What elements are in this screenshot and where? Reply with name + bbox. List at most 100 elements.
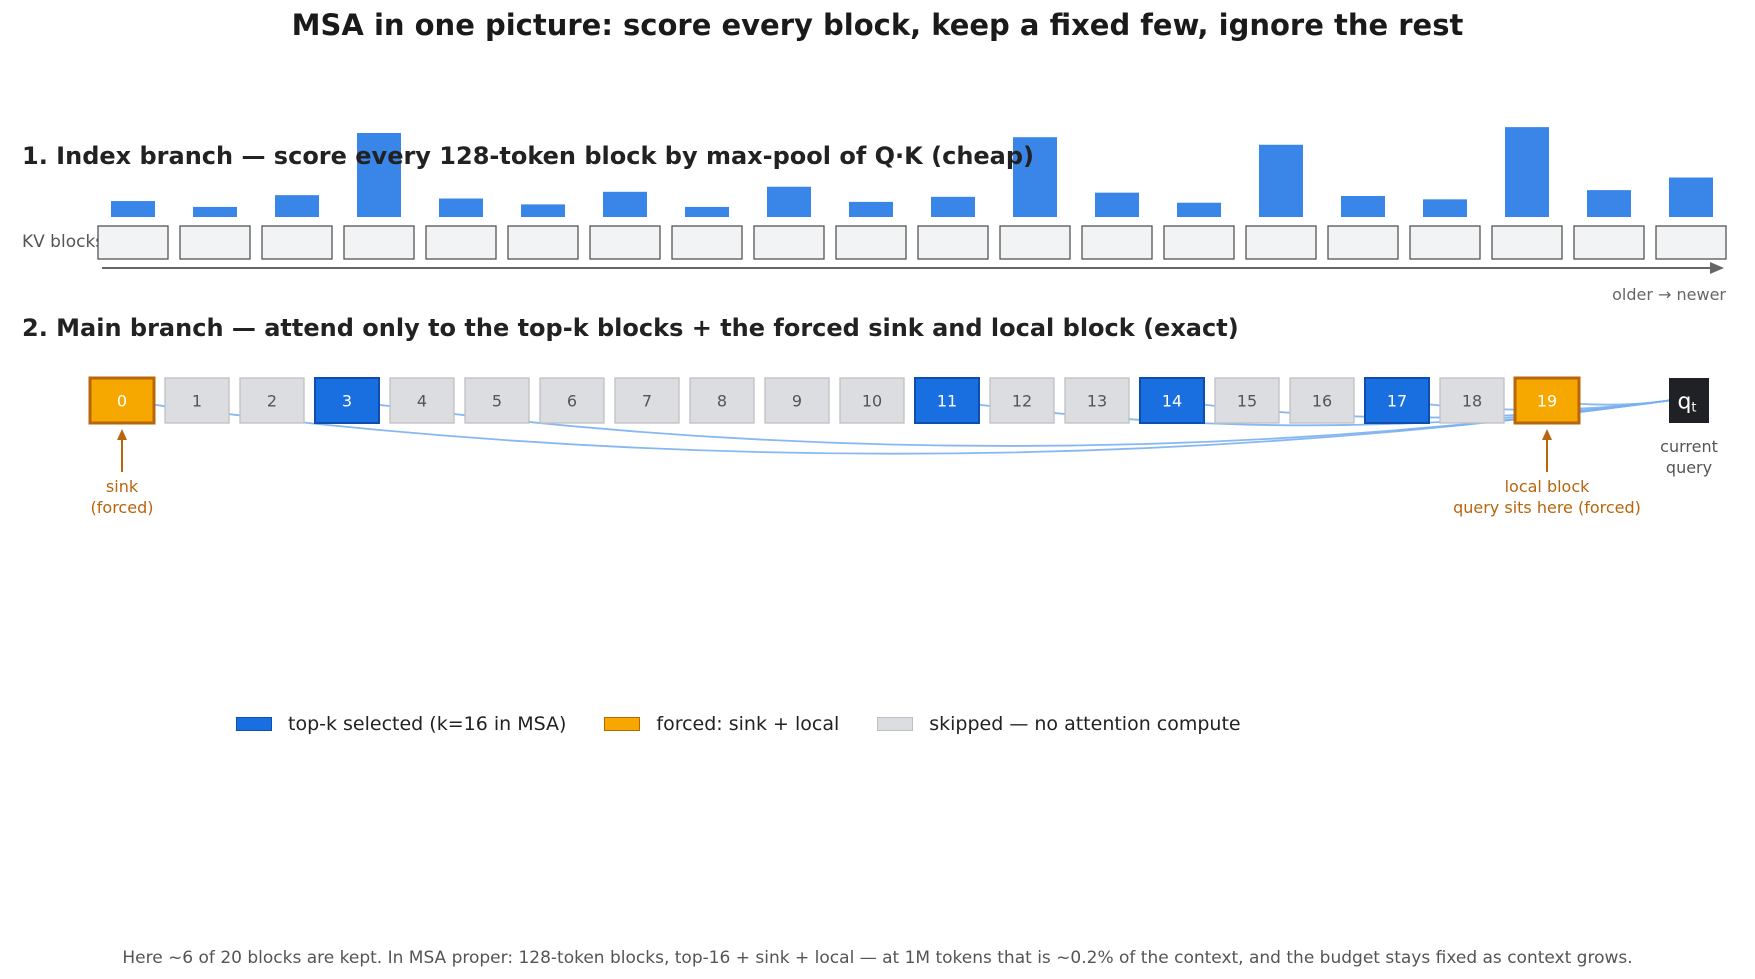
footer-note: Here ~6 of 20 blocks are kept. In MSA pr…: [122, 948, 1633, 968]
attention-block-forced: [88, 376, 156, 425]
query-caption-line: current: [1660, 437, 1718, 456]
block-index-label: 9: [792, 392, 802, 411]
block-index-label: 17: [1387, 392, 1407, 411]
sink-arrowhead: [117, 429, 127, 440]
attention-block-skipped: [989, 377, 1055, 424]
block-index-label: 11: [937, 392, 957, 411]
score-bar: [521, 204, 565, 217]
attention-block-skipped: [164, 377, 230, 424]
local-block-caption-line: local block: [1505, 477, 1591, 496]
timeline-arrowhead: [1710, 262, 1724, 274]
attention-block-selected: [914, 377, 980, 424]
main-branch-heading: 2. Main branch — attend only to the top-…: [22, 314, 1239, 342]
kv-block: [1245, 225, 1317, 260]
attention-block-skipped: [1064, 377, 1130, 424]
kv-block: [97, 225, 169, 260]
attention-block-selected: [1139, 377, 1205, 424]
score-bar: [931, 196, 975, 217]
legend-swatch-selected: [236, 717, 272, 731]
attention-block-skipped: [389, 377, 455, 424]
score-bar: [1669, 177, 1713, 217]
kv-block: [1655, 225, 1727, 260]
local-block-caption-line: query sits here (forced): [1453, 498, 1641, 517]
block-index-label: 3: [342, 392, 352, 411]
block-index-label: 8: [717, 392, 727, 411]
score-bar: [1177, 202, 1221, 217]
legend-label-selected: top-k selected (k=16 in MSA): [288, 713, 567, 735]
axis-direction-label: older → newer: [1612, 285, 1726, 304]
attention-block-skipped: [1214, 377, 1280, 424]
kv-block: [425, 225, 497, 260]
score-bar: [849, 201, 893, 217]
attention-block-forced: [1513, 376, 1581, 425]
attention-block-skipped: [764, 377, 830, 424]
kv-block: [1409, 225, 1481, 260]
diagram-title: MSA in one picture: score every block, k…: [291, 8, 1464, 42]
attention-block-skipped: [1289, 377, 1355, 424]
sink-caption-line: sink: [106, 477, 139, 496]
score-bar: [1259, 144, 1303, 217]
kv-block: [1491, 225, 1563, 260]
legend-swatch-skipped: [877, 717, 914, 731]
block-index-label: 4: [417, 392, 427, 411]
block-index-label: 19: [1537, 392, 1557, 411]
query-subscript: t: [1691, 401, 1696, 416]
score-bar: [685, 206, 729, 217]
attention-block-skipped: [464, 377, 530, 424]
block-index-label: 0: [117, 392, 127, 411]
attention-block-skipped: [539, 377, 605, 424]
block-index-label: 13: [1087, 392, 1107, 411]
attention-block-selected: [1364, 377, 1430, 424]
local-block-arrowhead: [1542, 429, 1552, 440]
score-bar: [111, 201, 155, 217]
attention-block-skipped: [239, 377, 305, 424]
attention-block-skipped: [689, 377, 755, 424]
block-index-label: 7: [642, 392, 652, 411]
score-bar: [439, 198, 483, 217]
kv-block: [753, 225, 825, 260]
legend-swatch-forced: [604, 717, 641, 731]
score-bar: [603, 191, 647, 217]
kv-block: [917, 225, 989, 260]
score-bar: [193, 206, 237, 217]
block-index-label: 12: [1012, 392, 1032, 411]
kv-blocks-label: KV blocks: [22, 232, 104, 252]
legend-item-skipped: skipped — no attention compute: [877, 713, 1241, 735]
block-index-label: 18: [1462, 392, 1482, 411]
score-bar: [1013, 137, 1057, 217]
attention-block-skipped: [839, 377, 905, 424]
kv-block: [1327, 225, 1399, 260]
score-bar: [1423, 199, 1467, 217]
query-caption-line: query: [1666, 458, 1712, 477]
score-bar: [1505, 127, 1549, 217]
kv-block: [835, 225, 907, 260]
kv-block: [507, 225, 579, 260]
legend: top-k selected (k=16 in MSA) forced: sin…: [236, 713, 1279, 735]
score-bar: [767, 186, 811, 217]
legend-label-forced: forced: sink + local: [656, 713, 840, 735]
attention-block-skipped: [1439, 377, 1505, 424]
kv-block: [261, 225, 333, 260]
score-bar: [357, 133, 401, 217]
block-index-label: 16: [1312, 392, 1332, 411]
block-index-label: 2: [267, 392, 277, 411]
legend-item-selected: top-k selected (k=16 in MSA): [236, 713, 566, 735]
legend-item-forced: forced: sink + local: [604, 713, 839, 735]
attention-block-skipped: [614, 377, 680, 424]
kv-block: [671, 225, 743, 260]
block-index-label: 14: [1162, 392, 1182, 411]
score-bar: [1587, 190, 1631, 217]
query-box: [1669, 378, 1709, 423]
kv-block: [1163, 225, 1235, 260]
kv-block: [1573, 225, 1645, 260]
block-index-label: 10: [862, 392, 882, 411]
legend-label-skipped: skipped — no attention compute: [929, 713, 1241, 735]
kv-block: [999, 225, 1071, 260]
index-branch-heading: 1. Index branch — score every 128-token …: [22, 142, 1035, 170]
block-index-label: 5: [492, 392, 502, 411]
attention-block-selected: [314, 377, 380, 424]
block-index-label: 6: [567, 392, 577, 411]
score-bar: [275, 195, 319, 217]
